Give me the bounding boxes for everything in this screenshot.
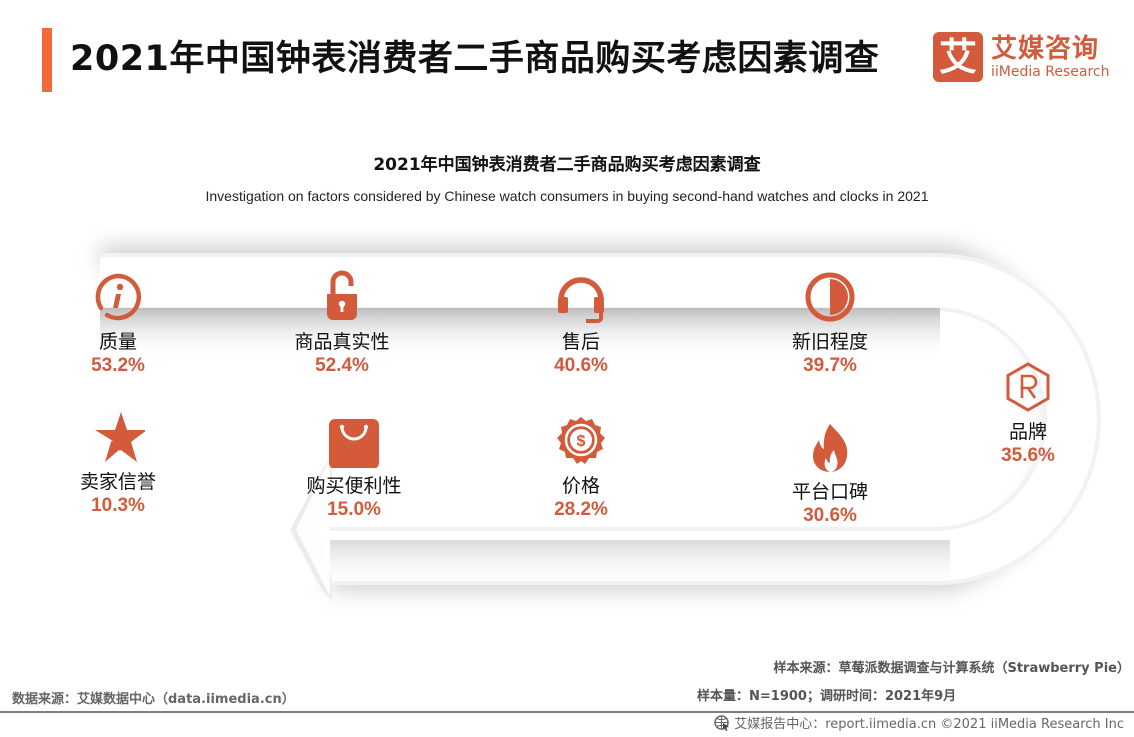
logo-en-text: iiMedia Research [991,64,1110,80]
info-icon [95,273,142,321]
globe-cursor-icon [714,714,730,731]
factor-value: 40.6% [554,355,608,376]
shopping-bag-icon [329,419,379,468]
logo-mark: 艾 [933,32,983,82]
page-title: 2021年中国钟表消费者二手商品购买考虑因素调查 [70,39,880,79]
half-circle-icon [805,272,855,322]
factor-value: 53.2% [91,355,145,376]
factor-authenticity: 商品真实性 52.4% [272,270,412,378]
factor-label: 平台口碑 [791,481,868,503]
title-accent-bar [42,28,52,92]
factor-quality: 质量 53.2% [48,270,188,378]
headset-icon [558,277,604,323]
factor-condition: 新旧程度 39.7% [760,270,900,378]
chart-title: 2021年中国钟表消费者二手商品购买考虑因素调查 [373,155,761,175]
iimedia-logo: 艾 艾媒咨询 iiMedia Research [933,32,1110,82]
footer-report-center: 艾媒报告中心：report.iimedia.cn ©2021 iiMedia R… [714,713,1124,732]
factor-value: 35.6% [1001,445,1055,466]
sample-source: 样本来源：草莓派数据调查与计算系统（Strawberry Pie） [773,661,1130,676]
factor-label: 购买便利性 [306,475,402,497]
star-icon [95,412,145,462]
factor-label: 售后 [561,331,600,353]
factor-value: 30.6% [803,505,857,526]
dollar-badge-icon: $ [557,417,605,464]
flame-icon [813,424,848,472]
logo-cn-text: 艾媒咨询 [991,34,1100,64]
factor-seller-reputation: 卖家信誉 10.3% [48,410,188,518]
factor-convenience: 购买便利性 15.0% [284,414,424,522]
hexagon-r-icon [1006,362,1050,412]
factor-label: 价格 [561,475,600,497]
factor-after-sales: 售后 40.6% [511,270,651,378]
factor-value: 15.0% [327,499,381,520]
factor-value: 52.4% [315,355,369,376]
factor-value: 10.3% [91,495,145,516]
factor-label: 新旧程度 [791,331,868,353]
svg-text:$: $ [577,433,586,450]
factor-platform-reputation: 平台口碑 30.6% [760,420,900,528]
chart-subtitle: Investigation on factors considered by C… [205,188,929,204]
footer-divider [0,711,1134,713]
factor-price: $ 价格 28.2% [511,414,651,522]
data-source: 数据来源：艾媒数据中心（data.iimedia.cn） [12,692,295,707]
factor-brand: 品牌 35.6% [958,360,1098,468]
report-center-text[interactable]: 艾媒报告中心：report.iimedia.cn ©2021 iiMedia R… [734,717,1124,732]
factor-label: 品牌 [1008,421,1047,443]
factor-value: 39.7% [803,355,857,376]
unlock-icon [327,270,357,320]
factor-label: 质量 [98,331,137,353]
factor-label: 商品真实性 [294,331,390,353]
factor-label: 卖家信誉 [79,471,156,493]
sample-size: 样本量：N=1900；调研时间：2021年9月 [697,689,957,704]
factor-value: 28.2% [554,499,608,520]
